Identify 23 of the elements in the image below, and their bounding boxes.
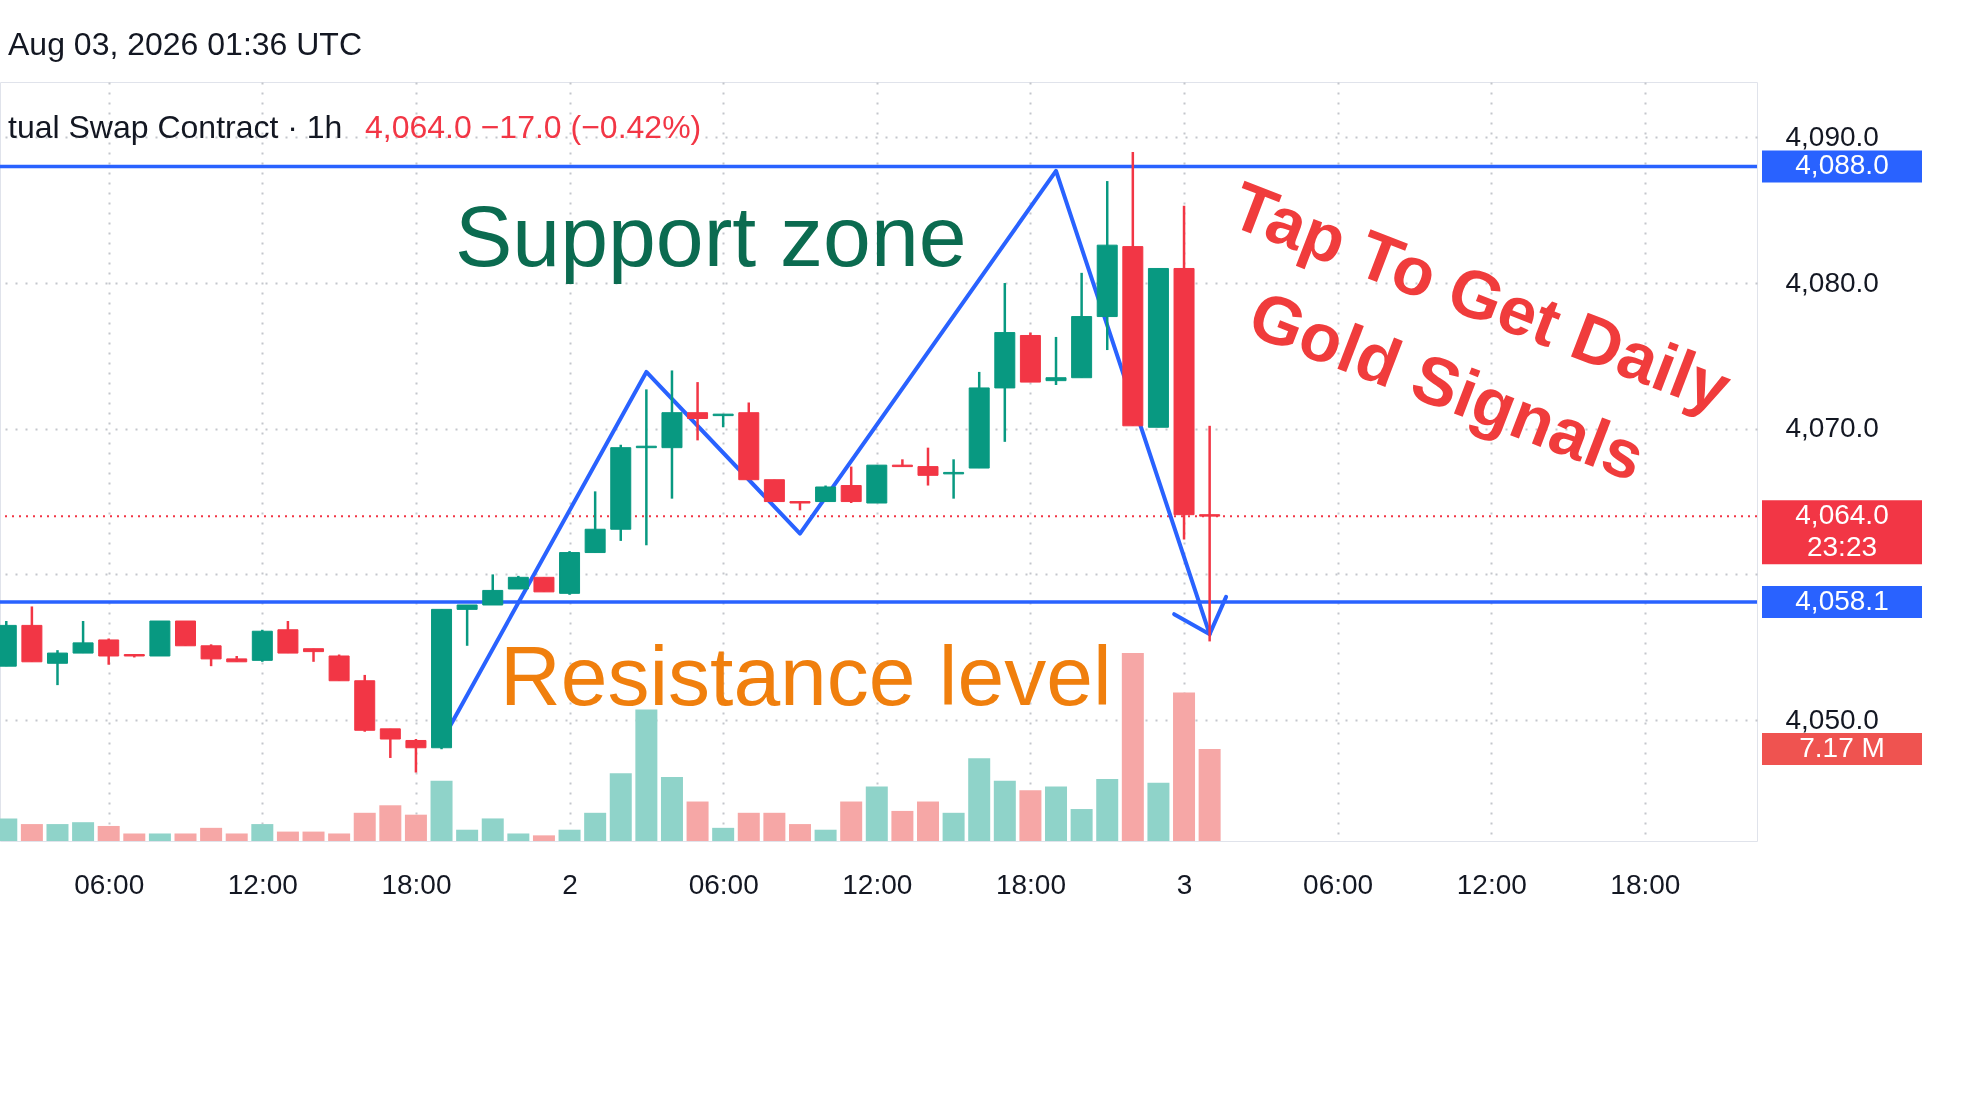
annotation: Resistance level [500, 629, 1112, 723]
y-tick-label: 4,070.0 [1785, 412, 1879, 444]
x-tick-label: 12:00 [842, 868, 913, 900]
x-tick-label: 06:00 [74, 868, 145, 900]
x-tick-label: 12:00 [1456, 868, 1527, 900]
x-tick-label: 06:00 [1303, 868, 1374, 900]
annotation: 4,064.0 −17.0 (−0.42%) [365, 109, 702, 145]
ref-line-label: 4,088.0 [1795, 149, 1889, 181]
text: tual Swap Contract · 1h [8, 109, 343, 145]
x-tick-label: 18:00 [1610, 868, 1681, 900]
annotation: Support zone [455, 188, 967, 284]
x-tick-label: 3 [1176, 868, 1193, 900]
y-tick-label: 4,080.0 [1785, 266, 1879, 298]
chart-title: Aug 03, 2026 01:36 UTC [8, 26, 363, 62]
ref-line-label: 4,064.0 23:23 [1795, 499, 1889, 563]
y-tick-label: 4,050.0 [1785, 703, 1879, 735]
x-tick-label: 18:00 [381, 868, 452, 900]
x-tick-label: 12:00 [227, 868, 298, 900]
ref-line-label: 4,058.1 [1795, 585, 1889, 617]
x-tick-label: 2 [562, 868, 578, 900]
x-tick-label: 06:00 [688, 868, 759, 900]
x-tick-label: 18:00 [995, 868, 1066, 900]
y-tick-label: 4,090.0 [1785, 120, 1879, 152]
